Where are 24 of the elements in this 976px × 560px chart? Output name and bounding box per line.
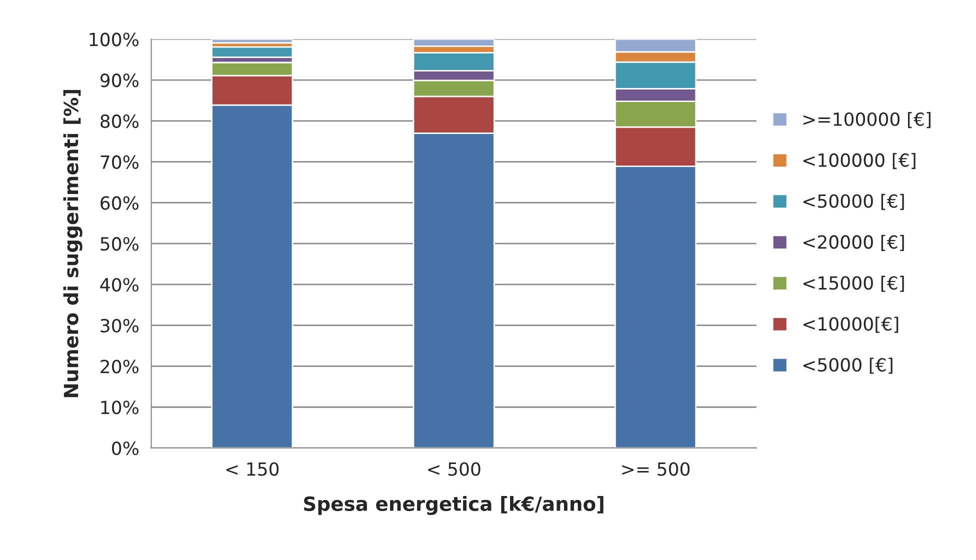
- x-tick-label: < 150: [226, 462, 279, 476]
- y-tick-label: 90%: [100, 74, 138, 88]
- x-tick-label: >= 500: [622, 462, 690, 476]
- x-tick-label: < 500: [428, 462, 480, 476]
- legend-label: <100000 [€]: [803, 152, 916, 170]
- y-tick-label: 30%: [100, 318, 138, 332]
- legend-label: <20000 [€]: [803, 234, 904, 251]
- legend-label: <5000 [€]: [803, 358, 892, 374]
- y-tick-label: 70%: [100, 155, 138, 169]
- y-tick-label: 20%: [100, 360, 138, 374]
- legend-label: <50000 [€]: [803, 194, 904, 210]
- y-tick-label: 60%: [100, 196, 138, 210]
- y-tick-label: 0%: [112, 441, 138, 456]
- y-tick-label: 100%: [90, 32, 138, 46]
- y-tick-label: 50%: [100, 237, 138, 251]
- y-tick-label: 10%: [101, 400, 138, 414]
- legend-label: <10000[€]: [803, 316, 898, 333]
- y-axis-title: Numero di suggerimenti [%]: [63, 90, 82, 398]
- legend-label: >=100000 [€]: [803, 112, 930, 128]
- bar: [211, 39, 294, 44]
- y-tick-label: 40%: [100, 278, 138, 292]
- x-axis-title: Spesa energetica [k€/anno]: [304, 496, 604, 515]
- y-tick-label: 80%: [100, 114, 138, 128]
- legend-label: <15000 [€]: [803, 276, 904, 292]
